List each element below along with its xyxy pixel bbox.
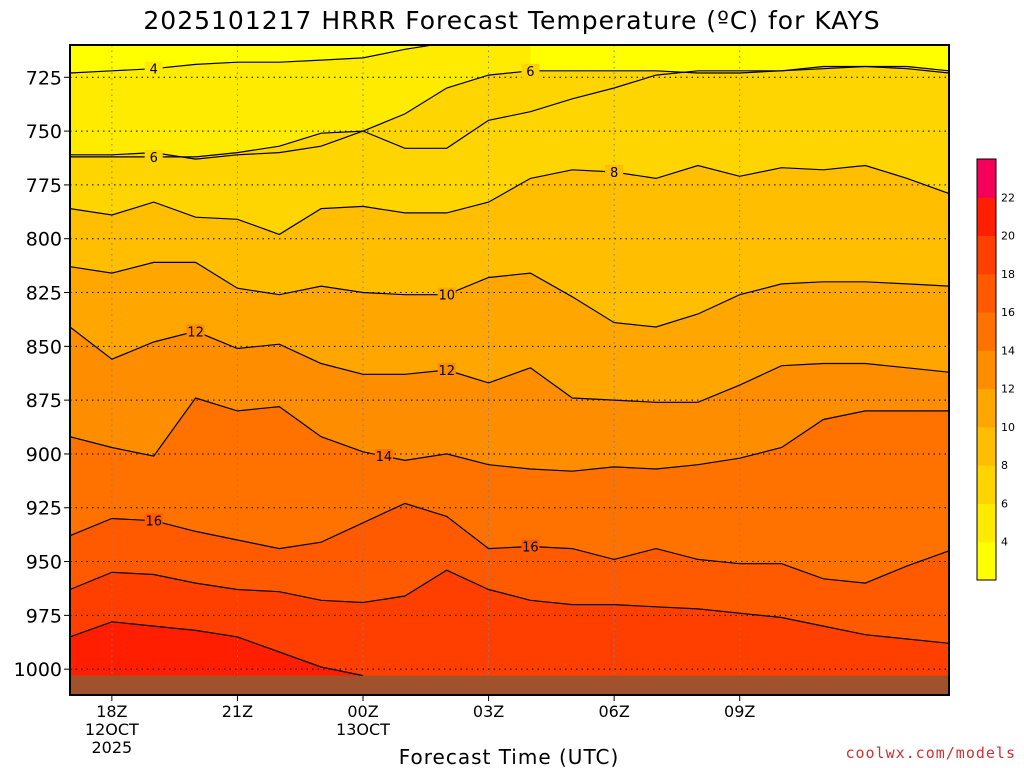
contour-label-16: 16 — [145, 515, 162, 530]
colorbar-swatch-10 — [977, 159, 996, 198]
y-tick-label-975: 975 — [26, 605, 62, 627]
colorbar-swatch-2 — [977, 465, 996, 504]
y-tick-label-950: 950 — [26, 552, 62, 574]
colorbar-label-18: 18 — [1001, 268, 1015, 281]
contour-label-bg-8 — [605, 164, 624, 179]
contours — [70, 45, 949, 677]
colorbar-label-20: 20 — [1001, 230, 1015, 243]
y-tick-label-925: 925 — [26, 498, 62, 520]
contour-label-16: 16 — [522, 540, 539, 555]
contour-6 — [70, 65, 949, 158]
credit-text: coolwx.com/models — [845, 744, 1016, 762]
contour-label-bg-4 — [144, 61, 163, 76]
terrain — [70, 675, 949, 695]
contour-label-12: 12 — [187, 325, 204, 340]
contour-label-4: 4 — [150, 63, 158, 78]
contour-label-bg-16 — [521, 539, 540, 554]
colorbar-swatch-4 — [977, 388, 996, 428]
plot-frame — [69, 44, 950, 696]
colorbar-swatch-5 — [977, 350, 996, 390]
colorbar-swatch-9 — [977, 197, 996, 237]
contour-16 — [70, 502, 949, 584]
y-tick-label-725: 725 — [26, 67, 62, 89]
colorbar-label-12: 12 — [1001, 383, 1015, 396]
contour-6 — [70, 65, 949, 160]
contour-10 — [70, 261, 949, 328]
x-axis-label: Forecast Time (UTC) — [399, 745, 620, 768]
x-tick-label-7-0: 00Z — [347, 702, 378, 721]
contour-12 — [70, 326, 949, 403]
y-axis: 725 750 775 800 825 850 875 900 925 950 975 1000 — [14, 67, 70, 681]
contour-18 — [70, 569, 949, 644]
grid — [70, 45, 949, 695]
colorbar-swatch-1 — [977, 503, 996, 543]
contour-label-bg-6 — [144, 149, 163, 164]
x-tick-label-16-0: 09Z — [724, 702, 755, 721]
contour-label-bg-12 — [186, 324, 205, 339]
y-tick-label-1000: 1000 — [14, 659, 62, 681]
x-tick-label-10-0: 03Z — [473, 702, 504, 721]
contour-label-10: 10 — [438, 289, 455, 304]
contour-label-12: 12 — [438, 364, 455, 379]
contour-label-bg-16 — [144, 513, 163, 528]
colorbar-label-4: 4 — [1001, 536, 1008, 549]
y-tick-label-875: 875 — [26, 390, 62, 412]
contour-label-6: 6 — [526, 65, 534, 80]
colorbar-swatch-0 — [977, 541, 996, 581]
chart-title: 2025101217 HRRR Forecast Temperature (ºC… — [143, 6, 880, 35]
x-tick-label-1-2: 2025 — [91, 738, 132, 757]
x-tick-label-4-0: 21Z — [222, 702, 253, 721]
colorbar-label-6: 6 — [1001, 497, 1008, 510]
x-tick-label-7-1: 13OCT — [336, 720, 390, 739]
colorbar-swatch-6 — [977, 312, 996, 351]
y-tick-label-850: 850 — [26, 336, 62, 358]
colorbar: 4 6 8 10 12 14 16 18 20 22 — [976, 158, 1015, 581]
contour-label-bg-12 — [437, 363, 456, 377]
x-tick-label-13-0: 06Z — [598, 702, 629, 721]
y-tick-label-800: 800 — [26, 229, 62, 251]
colorbar-label-8: 8 — [1001, 459, 1008, 472]
y-tick-label-825: 825 — [26, 283, 62, 305]
contour-labels: 4 6 6 8 10 12 12 14 16 16 — [144, 61, 624, 555]
contour-label-bg-10 — [437, 287, 456, 302]
x-tick-label-1-1: 12OCT — [85, 720, 139, 739]
contour-label-bg-6 — [521, 63, 540, 78]
contour-label-6: 6 — [150, 151, 158, 166]
colorbar-label-10: 10 — [1001, 421, 1015, 434]
colorbar-label-14: 14 — [1001, 344, 1015, 357]
contour-8 — [70, 164, 949, 236]
y-tick-label-750: 750 — [26, 121, 62, 143]
contour-label-bg-14 — [374, 449, 393, 464]
y-tick-label-775: 775 — [26, 175, 62, 197]
colorbar-frame — [976, 158, 997, 581]
colorbar-label-16: 16 — [1001, 306, 1015, 319]
colorbar-swatch-8 — [977, 235, 996, 275]
x-tick-label-1-0: 18Z — [96, 702, 127, 721]
contour-20 — [70, 621, 364, 677]
contour-14 — [70, 397, 949, 472]
colorbar-swatch-3 — [977, 426, 996, 466]
contour-label-14: 14 — [376, 450, 393, 465]
contour-label-8: 8 — [610, 166, 618, 181]
colorbar-label-22: 22 — [1001, 191, 1015, 204]
colorbar-swatch-7 — [977, 273, 996, 313]
y-tick-label-900: 900 — [26, 444, 62, 466]
temperature-fill — [70, 45, 949, 695]
terrain — [70, 675, 949, 695]
